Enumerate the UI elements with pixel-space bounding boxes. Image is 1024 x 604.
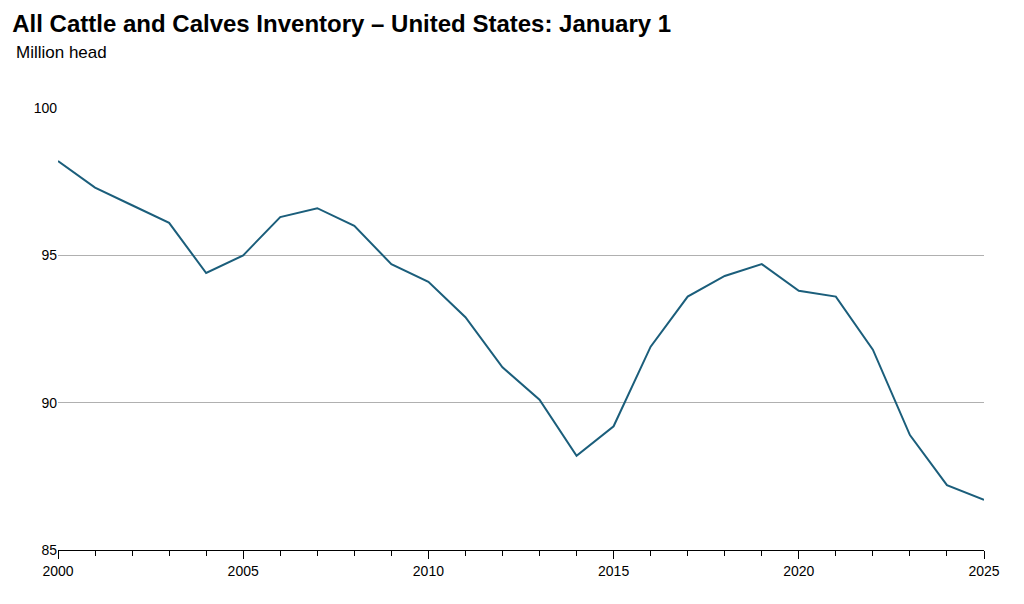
svg-text:2025: 2025 [968,563,999,579]
svg-text:90: 90 [41,395,57,411]
svg-text:2000: 2000 [42,563,73,579]
svg-text:95: 95 [41,247,57,263]
svg-text:2020: 2020 [783,563,814,579]
svg-text:100: 100 [34,100,58,116]
svg-text:Million head: Million head [16,43,107,62]
svg-text:All Cattle and Calves Inventor: All Cattle and Calves Inventory – United… [12,10,671,37]
svg-text:2010: 2010 [413,563,444,579]
svg-text:2015: 2015 [598,563,629,579]
svg-text:85: 85 [41,542,57,558]
svg-text:2005: 2005 [228,563,259,579]
